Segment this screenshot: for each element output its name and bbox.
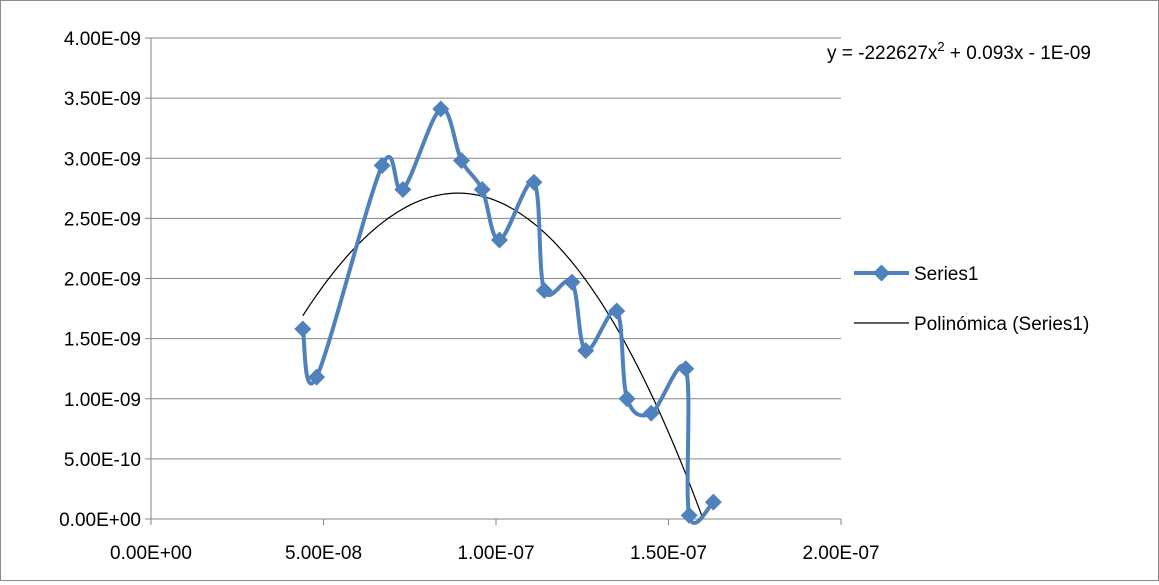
data-point [642,404,660,422]
y-tick-label: 0.00E+00 [59,510,141,531]
legend-trendline-label: Polinómica (Series1) [914,314,1089,335]
data-point [608,302,626,320]
trendline-equation: y = -222627x2 + 0.093x - 1E-09 [827,39,1091,64]
data-point [432,100,450,118]
data-point [373,156,391,174]
data-point [473,181,491,199]
y-tick-label: 2.00E-09 [64,270,141,291]
x-tick-label: 2.00E-07 [802,543,879,564]
trendline-layer [302,192,704,520]
y-tick-label: 2.50E-09 [64,209,141,230]
gridlines [151,37,841,460]
data-point [490,231,508,249]
data-point [618,390,636,408]
y-tick-label: 3.50E-09 [64,89,141,110]
data-point [563,273,581,291]
data-point [294,320,312,338]
data-point [677,360,695,378]
x-tick-label: 0.00E+00 [110,543,192,564]
data-point [577,342,595,360]
legend-series1-label: Series1 [914,264,978,285]
tick-labels: 0.00E+00 5.00E-10 1.00E-09 1.50E-09 2.00E-09… [59,29,879,564]
data-point [394,181,412,199]
legend: Series1 Polinómica (Series1) [854,264,1089,335]
data-point [525,173,543,191]
axes [145,37,842,525]
y-tick-label: 1.50E-09 [64,330,141,351]
x-tick-label: 1.00E-07 [457,543,534,564]
legend-series1-marker-icon [873,264,890,282]
trendline-curve [302,192,704,520]
y-tick-label: 3.00E-09 [64,149,141,170]
series-layer [294,100,722,525]
series-line [300,106,715,525]
y-tick-label: 5.00E-10 [64,450,141,471]
data-point [704,493,722,511]
data-point [535,282,553,300]
x-tick-label: 1.50E-07 [630,543,707,564]
y-tick-label: 4.00E-09 [64,29,141,50]
data-point [453,152,470,170]
data-point [308,368,326,386]
x-tick-label: 5.00E-08 [285,543,362,564]
y-tick-label: 1.00E-09 [64,390,141,411]
